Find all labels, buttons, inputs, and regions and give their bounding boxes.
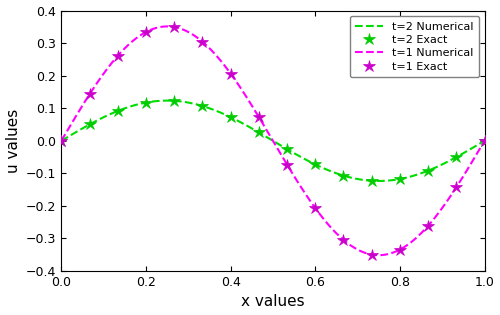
t=1 Exact <box>171 25 177 29</box>
t=2 Exact <box>425 169 431 173</box>
Legend: t=2 Numerical, t=2 Exact, t=1 Numerical, t=1 Exact: t=2 Numerical, t=2 Exact, t=1 Numerical,… <box>350 16 479 77</box>
t=1 Exact <box>86 92 92 96</box>
t=1 Exact <box>368 253 374 256</box>
t=1 Numerical <box>58 139 64 143</box>
t=1 Exact <box>256 115 262 119</box>
t=2 Exact <box>143 101 149 105</box>
t=1 Numerical <box>376 253 382 257</box>
t=2 Numerical <box>260 133 266 137</box>
t=1 Exact <box>340 238 346 242</box>
t=1 Numerical <box>260 123 266 126</box>
t=2 Exact <box>115 109 121 113</box>
t=1 Exact <box>482 139 488 143</box>
t=1 Numerical <box>288 169 294 173</box>
Y-axis label: u values: u values <box>6 109 20 173</box>
t=2 Numerical <box>58 139 64 143</box>
t=2 Exact <box>200 104 205 108</box>
t=1 Numerical <box>262 127 268 130</box>
t=2 Numerical <box>164 99 170 102</box>
t=1 Exact <box>284 163 290 166</box>
t=1 Numerical <box>482 139 488 143</box>
t=1 Exact <box>115 54 121 58</box>
t=1 Exact <box>312 206 318 210</box>
t=2 Exact <box>368 179 374 183</box>
t=2 Exact <box>86 123 92 126</box>
t=1 Exact <box>397 248 403 251</box>
t=2 Numerical <box>376 179 382 183</box>
t=1 Numerical <box>164 25 170 28</box>
Line: t=2 Numerical: t=2 Numerical <box>62 100 484 181</box>
t=2 Numerical <box>262 135 268 138</box>
t=2 Numerical <box>311 162 317 166</box>
Line: t=1 Numerical: t=1 Numerical <box>62 26 484 255</box>
t=2 Exact <box>312 163 318 166</box>
t=2 Exact <box>482 139 488 143</box>
t=2 Numerical <box>407 175 413 179</box>
t=1 Exact <box>425 224 431 228</box>
X-axis label: x values: x values <box>241 295 304 309</box>
t=2 Numerical <box>288 150 294 153</box>
t=1 Exact <box>228 72 234 76</box>
t=2 Exact <box>284 147 290 151</box>
t=2 Exact <box>171 99 177 103</box>
t=2 Numerical <box>482 139 488 143</box>
t=2 Exact <box>256 130 262 134</box>
t=2 Exact <box>228 115 234 119</box>
t=2 Exact <box>397 177 403 181</box>
t=1 Numerical <box>407 241 413 245</box>
t=1 Exact <box>143 30 149 34</box>
t=1 Exact <box>58 139 64 143</box>
Line: t=2 Exact: t=2 Exact <box>55 94 491 187</box>
t=1 Numerical <box>311 204 317 208</box>
t=2 Exact <box>340 174 346 177</box>
t=2 Numerical <box>473 144 479 148</box>
t=1 Numerical <box>473 153 479 157</box>
t=1 Exact <box>200 40 205 43</box>
Line: t=1 Exact: t=1 Exact <box>55 21 491 261</box>
t=2 Exact <box>58 139 64 143</box>
t=1 Exact <box>454 186 460 189</box>
t=2 Exact <box>454 155 460 159</box>
